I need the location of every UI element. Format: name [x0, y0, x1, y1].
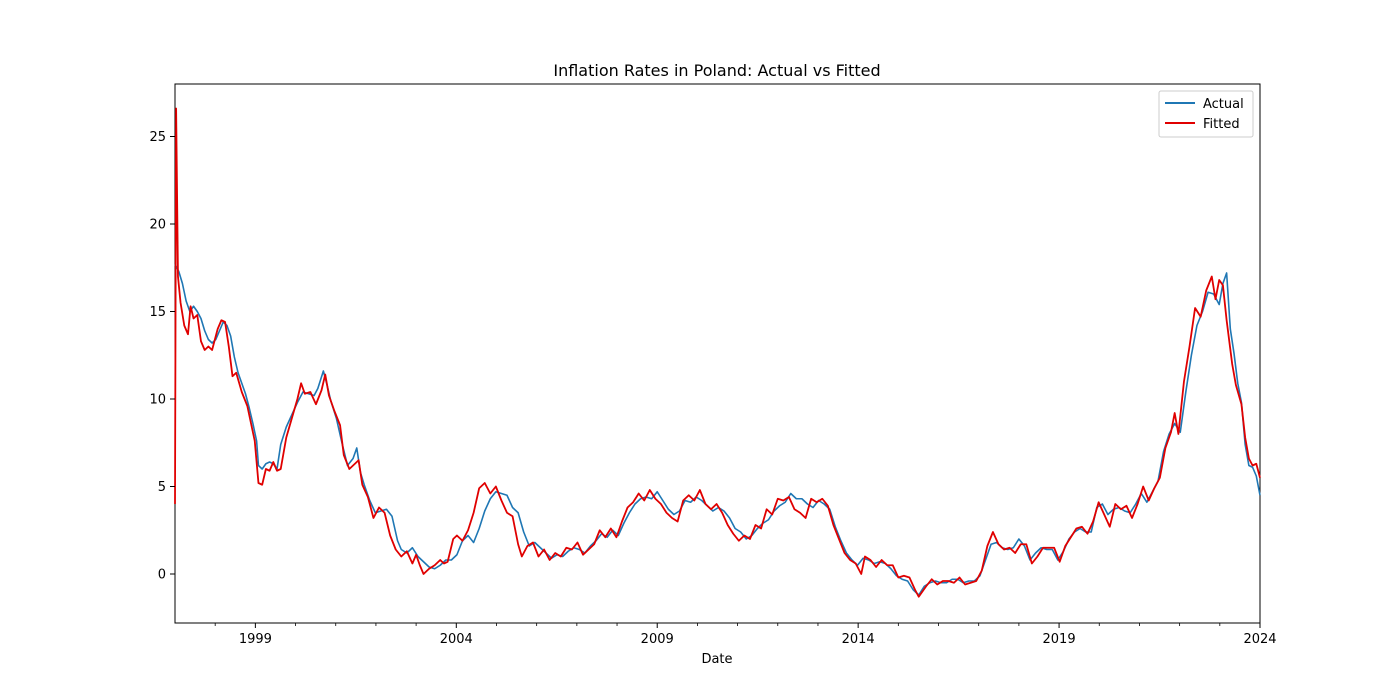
- x-axis: 1999 2004 2009 2014 2019 2024: [214, 623, 1277, 647]
- y-tick-label: 25: [149, 130, 166, 145]
- y-tick-label: 15: [149, 305, 166, 320]
- chart-title: Inflation Rates in Poland: Actual vs Fit…: [553, 61, 880, 80]
- plot-area: [174, 83, 1261, 624]
- y-tick-label: 20: [149, 218, 166, 233]
- series-line-fitted: [174, 107, 1261, 598]
- y-tick-label: 10: [149, 393, 166, 408]
- x-tick-label: 2014: [842, 632, 875, 647]
- y-tick-label: 0: [158, 568, 166, 583]
- x-tick-label: 2024: [1243, 632, 1276, 647]
- series-layer: [174, 107, 1261, 598]
- legend-label-actual: Actual: [1203, 97, 1244, 112]
- x-tick-label: 2009: [641, 632, 674, 647]
- legend: Actual Fitted: [1158, 90, 1254, 138]
- legend-label-fitted: Fitted: [1203, 117, 1240, 132]
- x-tick-label: 1999: [239, 632, 272, 647]
- y-tick-label: 5: [158, 480, 166, 495]
- y-axis: 0 5 10 15 20 25: [149, 130, 175, 583]
- x-tick-label: 2019: [1043, 632, 1076, 647]
- x-tick-label: 2004: [440, 632, 473, 647]
- x-axis-label: Date: [701, 652, 732, 667]
